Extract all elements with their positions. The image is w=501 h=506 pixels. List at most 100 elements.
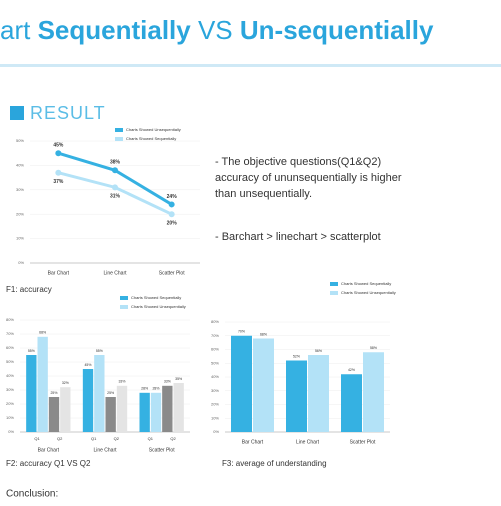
bar	[173, 383, 184, 432]
value-label: 68%	[260, 332, 267, 336]
title: art Sequentially VS Un-sequentially	[0, 15, 434, 45]
value-label: 32%	[62, 381, 69, 385]
y-tick-label: 80%	[6, 317, 14, 322]
legend-label: Charts Showed Unsequentially	[341, 290, 396, 295]
sub-label: Q2	[57, 436, 63, 441]
note: accuracy of ununsequentially is higher	[215, 172, 402, 184]
value-label: 38%	[110, 160, 121, 166]
note: - Barchart > linechart > scatterplot	[215, 231, 381, 243]
caption: F1: accuracy	[6, 285, 52, 294]
y-tick-label: 40%	[16, 162, 24, 167]
note: than unsequentially.	[215, 188, 312, 200]
value-label: 55%	[96, 349, 103, 353]
x-tick-label: Scatter Plot	[149, 447, 175, 453]
value-label: 37%	[53, 179, 64, 185]
y-tick-label: 50%	[211, 360, 219, 365]
bar	[231, 335, 252, 432]
y-tick-label: 60%	[211, 347, 219, 352]
legend-label: Charts Showed Sequentially	[131, 295, 181, 300]
y-tick-label: 10%	[211, 415, 219, 420]
x-tick-label: Line Chart	[93, 447, 117, 453]
value-label: 56%	[315, 349, 322, 353]
sub-label: Q2	[170, 436, 176, 441]
bar	[162, 385, 173, 432]
y-tick-label: 40%	[6, 373, 14, 378]
conclusion: Conclusion:	[6, 489, 58, 500]
y-tick-label: 0%	[213, 429, 219, 434]
y-tick-label: 10%	[6, 415, 14, 420]
y-tick-label: 20%	[6, 401, 14, 406]
value-label: 55%	[28, 349, 35, 353]
x-tick-label: Line Chart	[103, 270, 127, 276]
y-tick-label: 70%	[6, 331, 14, 336]
y-tick-label: 60%	[6, 345, 14, 350]
y-tick-label: 40%	[211, 374, 219, 379]
bar	[286, 360, 307, 432]
bar	[37, 336, 48, 432]
value-label: 45%	[53, 143, 64, 149]
x-tick-label: Bar Chart	[48, 270, 70, 276]
legend-label: Charts Showed Sequentially	[341, 281, 391, 286]
sub-label: Q1	[34, 436, 40, 441]
legend-label: Charts Showed Sequentially	[126, 136, 176, 141]
value-label: 52%	[293, 354, 300, 358]
bar	[26, 355, 37, 432]
bar	[94, 355, 105, 432]
divider	[0, 64, 501, 67]
y-tick-label: 80%	[211, 319, 219, 324]
value-label: 42%	[348, 368, 355, 372]
value-label: 28%	[141, 387, 148, 391]
bar	[116, 385, 128, 432]
bar	[150, 392, 162, 432]
note: - The objective questions(Q1&Q2)	[215, 156, 381, 168]
y-tick-label: 20%	[16, 211, 24, 216]
bar	[341, 374, 362, 432]
value-label: 31%	[110, 194, 121, 200]
y-tick-label: 30%	[211, 388, 219, 393]
point	[168, 211, 175, 218]
value-label: 70%	[238, 330, 245, 334]
legend-swatch	[120, 305, 128, 309]
caption: F3: average of understanding	[222, 459, 327, 468]
value-label: 24%	[167, 194, 178, 200]
sub-label: Q1	[91, 436, 97, 441]
y-tick-label: 50%	[16, 138, 24, 143]
legend-label: Charts Showed Unsequentially	[126, 127, 181, 132]
legend-swatch	[115, 128, 123, 132]
x-tick-label: Scatter Plot	[350, 439, 376, 445]
value-label: 25%	[50, 391, 57, 395]
legend-swatch	[120, 296, 128, 300]
value-label: 68%	[39, 331, 46, 335]
legend-label: Charts Showed Unsequentially	[131, 304, 186, 309]
y-tick-label: 10%	[16, 236, 24, 241]
legend-swatch	[115, 137, 123, 141]
bar	[363, 352, 384, 432]
y-tick-label: 30%	[16, 187, 24, 192]
point	[112, 167, 118, 174]
bar	[105, 397, 116, 432]
legend-swatch	[330, 282, 338, 286]
value-label: 35%	[175, 377, 182, 381]
caption: F2: accuracy Q1 VS Q2	[6, 459, 91, 468]
bar	[60, 387, 71, 432]
point	[55, 150, 62, 157]
x-tick-label: Bar Chart	[38, 447, 60, 453]
bar	[253, 338, 274, 432]
point	[112, 184, 118, 191]
x-tick-label: Bar Chart	[242, 439, 264, 445]
y-tick-label: 50%	[6, 359, 14, 364]
bar	[48, 397, 60, 432]
value-label: 28%	[152, 387, 159, 391]
y-tick-label: 0%	[8, 429, 14, 434]
y-tick-label: 30%	[6, 387, 14, 392]
bar	[82, 369, 94, 432]
x-tick-label: Line Chart	[296, 439, 320, 445]
legend-swatch	[330, 291, 338, 295]
x-tick-label: Scatter Plot	[159, 270, 185, 276]
sub-label: Q2	[114, 436, 120, 441]
value-label: 45%	[84, 363, 91, 367]
value-label: 33%	[118, 380, 125, 384]
y-tick-label: 20%	[211, 402, 219, 407]
point	[55, 169, 62, 176]
